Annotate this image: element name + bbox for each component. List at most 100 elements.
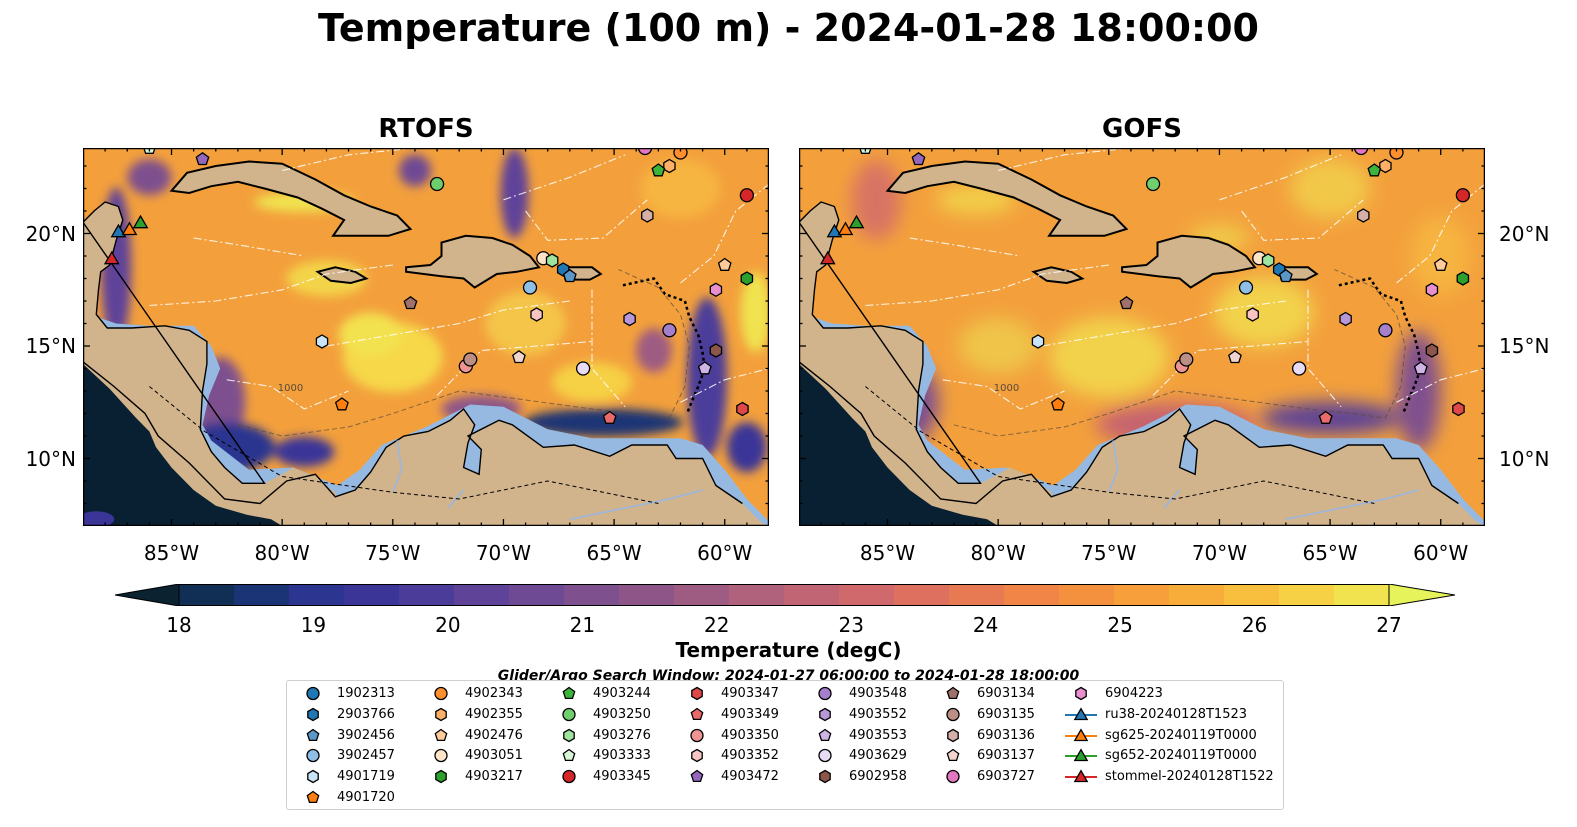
legend-label: 4903333 [593,748,651,764]
station-marker[interactable] [1119,296,1134,310]
colorbar-tick-label: 18 [166,613,192,637]
circle-marker-icon [562,707,576,721]
station-marker[interactable] [315,334,329,349]
station-marker[interactable] [709,282,723,298]
station-marker[interactable] [1246,307,1259,322]
pentagon-marker-icon [562,686,576,700]
station-marker[interactable] [673,148,688,160]
lon-tick-label: 75°W [1081,541,1137,565]
station-marker[interactable] [1456,271,1470,286]
station-marker[interactable] [740,271,754,286]
station-marker[interactable] [651,163,666,177]
pentagon-marker-icon [306,790,320,804]
station-marker[interactable] [1238,280,1254,295]
station-marker[interactable] [132,214,149,229]
station-marker[interactable] [1278,268,1293,283]
station-marker[interactable] [826,223,843,238]
station-marker[interactable] [1452,401,1465,417]
station-marker[interactable] [717,257,732,271]
station-marker[interactable] [195,152,210,166]
legend-label: 2903766 [337,706,395,722]
station-marker[interactable] [463,352,478,367]
station-marker[interactable] [1291,361,1307,376]
circle-marker-icon [306,686,320,701]
colorbar-segment [234,584,290,606]
colorbar-tick-label: 20 [435,613,461,637]
station-marker[interactable] [641,208,654,223]
station-marker[interactable] [1318,410,1333,424]
lon-tick-label: 80°W [254,541,310,565]
station-marker[interactable] [663,158,676,174]
station-marker[interactable] [1367,163,1382,177]
station-marker[interactable] [1031,334,1045,349]
colorbar-tick-label: 24 [972,613,999,637]
colorbar-tick-label: 27 [1376,613,1402,637]
legend-label: 4903349 [721,706,779,722]
colorbar-segment [179,584,235,606]
circle-marker-icon [690,728,704,742]
station-marker[interactable] [1353,148,1369,156]
station-marker[interactable] [1357,208,1370,223]
legend-label: 4903345 [593,769,651,785]
legend-label: stommel-20240128T1522 [1105,769,1274,785]
station-marker[interactable] [911,152,926,166]
colorbar-tick-label: 26 [1241,613,1268,637]
station-marker[interactable] [697,361,712,375]
station-marker[interactable] [103,250,120,265]
figure-title: Temperature (100 m) - 2024-01-28 18:00:0… [317,6,1259,50]
station-marker[interactable] [334,397,349,411]
colorbar-segment [1224,584,1280,606]
station-marker[interactable] [1455,188,1471,203]
station-marker[interactable] [1379,158,1392,174]
legend-label: sg652-20240119T0000 [1105,748,1257,764]
station-marker[interactable] [403,296,418,310]
station-marker[interactable] [1413,361,1428,375]
legend-label: 3902456 [337,727,395,743]
lat-tick-label-left: 15°N [25,334,76,358]
station-marker[interactable] [739,188,755,203]
triangle-marker-icon [1065,769,1097,783]
station-marker[interactable] [530,307,543,322]
station-marker[interactable] [848,214,865,229]
station-marker[interactable] [522,280,538,295]
legend-label: 4903244 [593,686,651,701]
station-marker[interactable] [819,250,836,265]
station-marker[interactable] [1228,350,1242,364]
station-marker[interactable] [562,268,577,283]
legend-label: 6902958 [849,769,907,785]
station-marker[interactable] [1339,311,1352,327]
station-marker[interactable] [637,148,653,156]
station-marker[interactable] [545,253,559,268]
pentagon-marker-icon [434,728,448,741]
station-marker[interactable] [1425,343,1439,358]
colorbar-segment [1114,584,1170,606]
station-marker[interactable] [1145,176,1161,192]
station-marker[interactable] [837,221,854,236]
circle-marker-icon [434,749,448,763]
station-marker[interactable] [662,323,677,338]
station-marker[interactable] [602,410,617,424]
station-marker[interactable] [1389,148,1404,160]
station-marker[interactable] [1433,257,1448,271]
circle-marker-icon [946,707,960,721]
station-marker[interactable] [1378,323,1393,338]
station-marker[interactable] [121,221,138,236]
station-marker[interactable] [1179,352,1194,367]
station-marker[interactable] [1050,397,1065,411]
station-marker[interactable] [429,176,445,192]
circle-marker-icon [818,749,832,763]
colorbar-segment [399,584,455,606]
legend-label: 6903727 [977,769,1035,785]
station-marker[interactable] [1425,282,1439,298]
station-marker[interactable] [736,401,749,417]
station-marker[interactable] [110,223,127,238]
station-marker[interactable] [623,311,636,327]
station-marker[interactable] [1261,253,1275,268]
legend-label: 4902476 [465,727,523,743]
hexagon-marker-icon [691,686,703,701]
circle-marker-icon [434,686,448,701]
station-marker[interactable] [575,361,591,376]
station-marker[interactable] [709,343,723,358]
colorbar-segment [564,584,620,606]
station-marker[interactable] [512,350,526,364]
